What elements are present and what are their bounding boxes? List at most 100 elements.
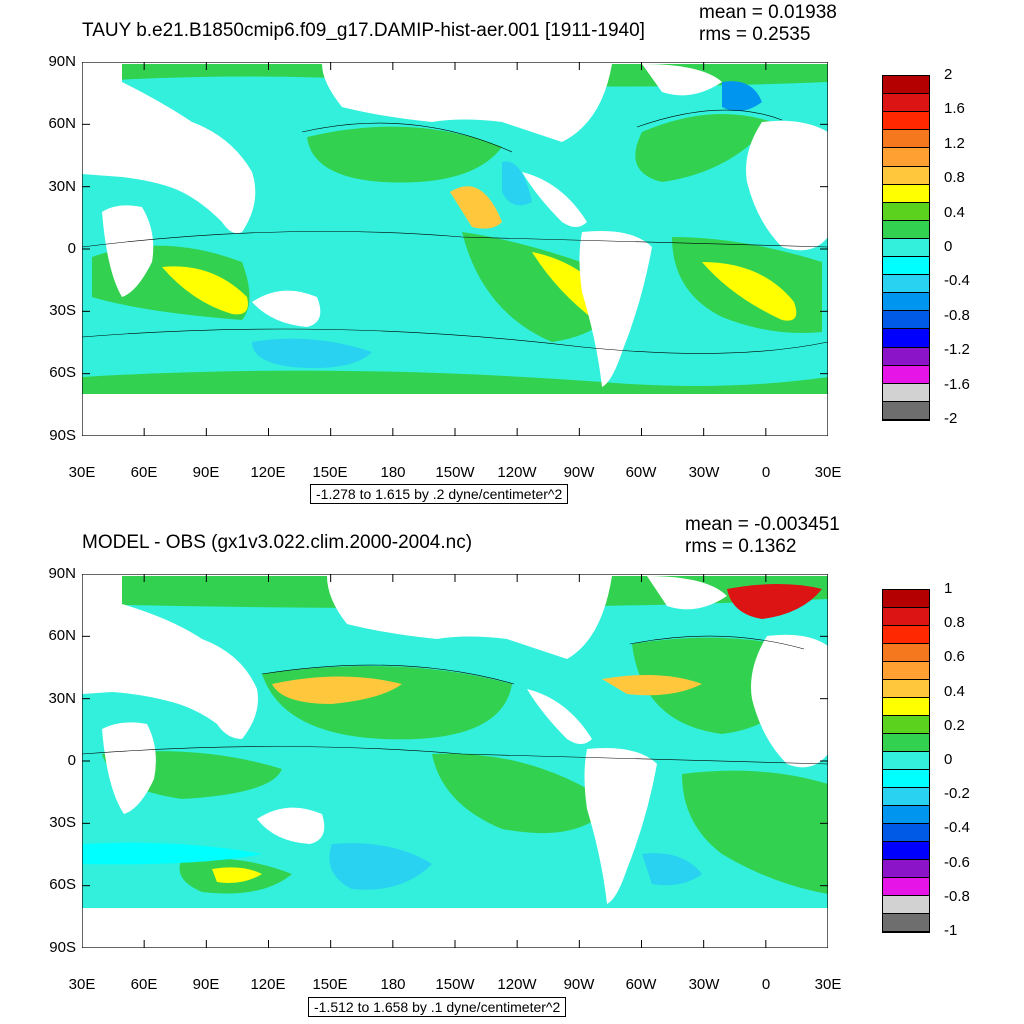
colorbar-label: -0.2 bbox=[944, 785, 970, 803]
field-patch bbox=[82, 370, 828, 394]
colorbar-label: 0.4 bbox=[944, 203, 965, 221]
colorbar-label: -1.2 bbox=[944, 341, 970, 359]
colorbar-swatch bbox=[883, 752, 929, 770]
colorbar-label: 0.4 bbox=[944, 682, 965, 700]
colorbar-swatch bbox=[883, 896, 929, 914]
lon-tick-label: 30E bbox=[814, 976, 842, 993]
colorbar-swatch bbox=[883, 788, 929, 806]
land-greenland bbox=[647, 576, 727, 610]
land-africa bbox=[102, 205, 154, 297]
colorbar-label: -1 bbox=[944, 922, 958, 939]
colorbar-swatch bbox=[883, 716, 929, 734]
field-patch bbox=[462, 232, 622, 342]
lon-tick-label: 30E bbox=[68, 976, 96, 993]
lon-tick-label: 120W bbox=[497, 464, 537, 481]
lat-tick-label: 90S bbox=[49, 427, 76, 444]
lon-tick-label: 90W bbox=[563, 976, 595, 993]
lat-tick-label: 0 bbox=[67, 240, 76, 257]
colorbar-label: 0 bbox=[944, 751, 953, 768]
colorbar-swatch bbox=[883, 238, 929, 258]
land-samerica bbox=[584, 748, 657, 904]
colorbar-swatch bbox=[883, 383, 929, 402]
colorbar-swatch bbox=[883, 148, 929, 167]
colorbar-swatch bbox=[883, 311, 929, 330]
contour-range-label: -1.512 to 1.658 by .1 dyne/centimeter^2 bbox=[308, 997, 567, 1017]
colorbar-swatch bbox=[883, 202, 929, 221]
land-samerica bbox=[579, 231, 652, 387]
colorbar-label: -0.6 bbox=[944, 853, 970, 871]
lat-tick-label: 30N bbox=[48, 178, 76, 195]
colorbar-label: 1 bbox=[944, 580, 953, 597]
colorbar-label: 0.2 bbox=[944, 716, 965, 734]
lat-tick-label: 30S bbox=[49, 814, 76, 831]
field-patch bbox=[682, 770, 828, 894]
map-title: TAUY b.e21.B1850cmip6.f09_g17.DAMIP-hist… bbox=[82, 20, 645, 41]
lon-tick-label: 30W bbox=[688, 976, 720, 993]
land-central-america bbox=[522, 172, 587, 227]
lon-tick-label: 0 bbox=[761, 976, 771, 993]
field-patch bbox=[162, 266, 248, 315]
colorbar-swatch bbox=[883, 112, 929, 131]
colorbar-label: -0.8 bbox=[944, 306, 970, 324]
colorbar-swatch bbox=[883, 184, 929, 203]
rms-value: rms = 0.1362 bbox=[685, 536, 797, 557]
map-panel-top: TAUY b.e21.B1850cmip6.f09_g17.DAMIP-hist… bbox=[48, 2, 970, 504]
field-patch bbox=[502, 161, 532, 206]
field-patch bbox=[82, 842, 262, 865]
colorbar-label: 0.8 bbox=[944, 169, 965, 187]
contour-range-label: -1.278 to 1.615 by .2 dyne/centimeter^2 bbox=[310, 484, 569, 504]
field-patch bbox=[272, 676, 402, 704]
colorbar-swatch bbox=[883, 806, 929, 824]
lon-tick-label: 150W bbox=[435, 464, 475, 481]
lat-tick-label: 60S bbox=[49, 364, 76, 381]
lat-tick-label: 60N bbox=[48, 115, 76, 132]
colorbar-label: 0 bbox=[944, 238, 953, 255]
lon-tick-label: 120E bbox=[250, 976, 286, 993]
colorbar-swatch bbox=[883, 626, 929, 644]
land-central-america bbox=[527, 689, 592, 744]
field-patch bbox=[432, 753, 612, 834]
lat-tick-label: 90N bbox=[48, 53, 76, 70]
lon-tick-label: 150W bbox=[435, 976, 475, 993]
map-title: MODEL - OBS (gx1v3.022.clim.2000-2004.nc… bbox=[82, 532, 473, 553]
contour-lines bbox=[82, 109, 828, 354]
colorbar-swatch bbox=[883, 698, 929, 716]
lon-tick-label: 60E bbox=[130, 464, 158, 481]
colorbar-swatch bbox=[883, 590, 929, 608]
colorbar-swatch bbox=[883, 770, 929, 788]
colorbar-swatch bbox=[883, 275, 929, 294]
land-antarctica bbox=[82, 908, 828, 948]
colorbar-swatch bbox=[883, 130, 929, 149]
colorbar-swatch bbox=[883, 257, 929, 276]
land-europe-africa bbox=[746, 120, 828, 251]
rms-value: rms = 0.2535 bbox=[699, 24, 811, 45]
colorbar-label: 1.2 bbox=[944, 134, 965, 152]
colorbar-swatch bbox=[883, 914, 929, 932]
lat-tick-label: 30S bbox=[49, 302, 76, 319]
land-greenland bbox=[642, 64, 722, 96]
colorbar-swatch bbox=[883, 824, 929, 842]
field-patch bbox=[329, 843, 432, 890]
contour-lines bbox=[82, 635, 828, 765]
lat-tick-label: 60N bbox=[48, 627, 76, 644]
field-patch bbox=[212, 867, 262, 883]
colorbar-label: -1.6 bbox=[944, 375, 970, 393]
lon-tick-label: 60W bbox=[625, 976, 657, 993]
lon-tick-label: 0 bbox=[761, 464, 771, 481]
land-namerica bbox=[327, 576, 612, 659]
lon-tick-label: 120E bbox=[250, 464, 286, 481]
lon-tick-label: 90E bbox=[192, 976, 220, 993]
lon-tick-label: 30E bbox=[68, 464, 96, 481]
field-patch bbox=[307, 126, 502, 183]
land-antarctica bbox=[82, 394, 828, 436]
map-plot bbox=[82, 574, 828, 948]
colorbar-label: -0.4 bbox=[944, 819, 970, 837]
field-patch bbox=[602, 675, 702, 696]
field-patch bbox=[722, 81, 762, 111]
colorbar-swatch bbox=[883, 608, 929, 626]
field-patch bbox=[635, 114, 772, 182]
lon-tick-label: 30E bbox=[814, 464, 842, 481]
colorbar-label: 0.6 bbox=[944, 648, 965, 666]
lon-tick-label: 150E bbox=[312, 976, 348, 993]
map-panel-bottom: MODEL - OBS (gx1v3.022.clim.2000-2004.nc… bbox=[0, 512, 1024, 1024]
